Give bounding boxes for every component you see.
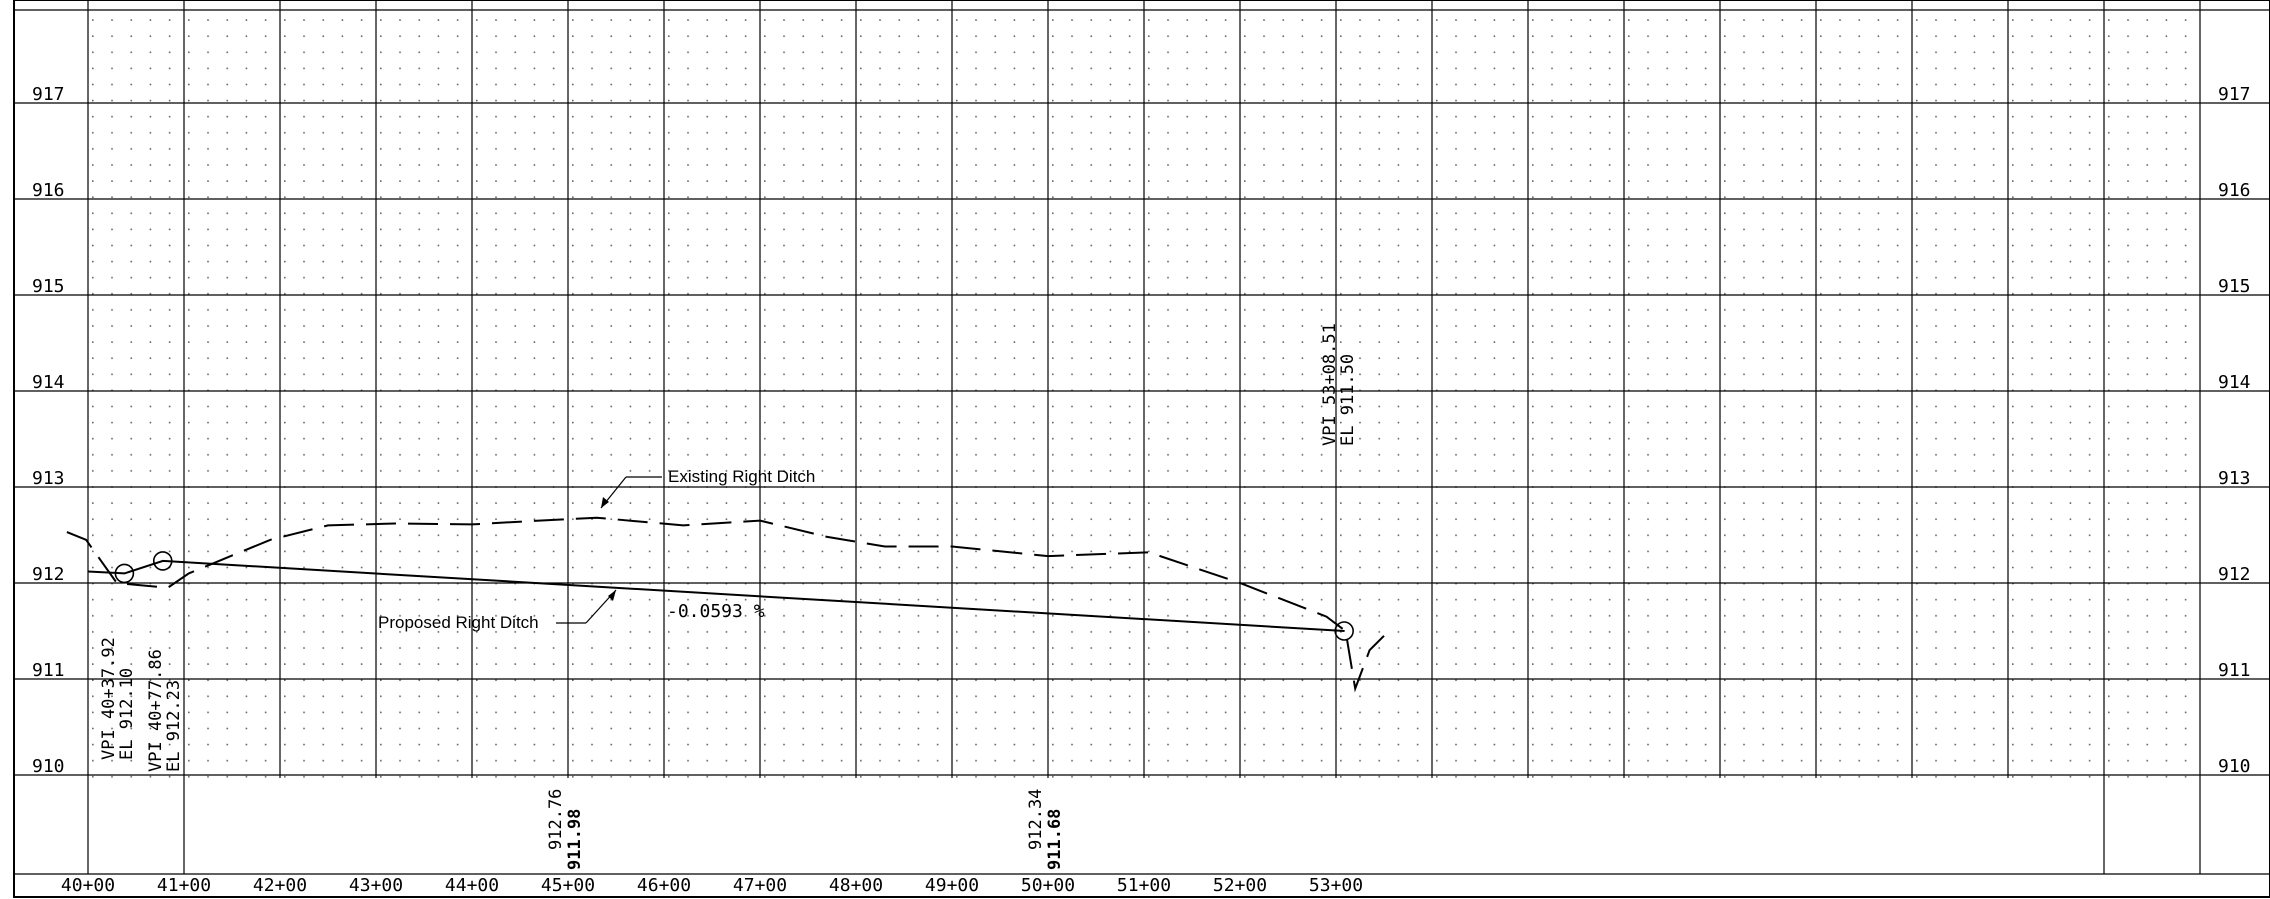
- station-labels: 40+00 41+00 42+00 43+00 44+00 45+00 46+00 47+00…: [61, 875, 1363, 896]
- bottom-proposed-elev-45: 911.98: [565, 809, 585, 870]
- elevation-label-left: 911: [32, 660, 65, 681]
- proposed-ditch-arrowhead: [608, 590, 616, 601]
- station-label: 52+00: [1213, 875, 1267, 896]
- station-label: 51+00: [1117, 875, 1171, 896]
- station-label: 49+00: [925, 875, 979, 896]
- vpi3-station-label: VPI 53+08.51: [1320, 323, 1340, 446]
- vpi2-elev-label: EL 912.23: [164, 680, 184, 772]
- station-label: 40+00: [61, 875, 115, 896]
- station-label: 44+00: [445, 875, 499, 896]
- elevation-label-left: 914: [32, 372, 65, 393]
- elevation-label-right: 911: [2218, 660, 2251, 681]
- existing-ditch-line: [66, 516, 1385, 693]
- station-label: 41+00: [157, 875, 211, 896]
- station-label: 45+00: [541, 875, 595, 896]
- station-label: 48+00: [829, 875, 883, 896]
- profile-series: [66, 516, 1385, 693]
- existing-ditch-callout: Existing Right Ditch: [600, 467, 815, 509]
- elevation-label-right: 913: [2218, 468, 2251, 489]
- elevation-label-left: 910: [32, 756, 65, 777]
- elevation-label-left: 916: [32, 180, 65, 201]
- elevation-label-left: 913: [32, 468, 65, 489]
- major-grid: [14, 0, 2270, 875]
- vpi-markers: [114, 551, 1354, 641]
- station-label: 46+00: [637, 875, 691, 896]
- elevation-label-left: 915: [32, 276, 65, 297]
- elevation-label-right: 915: [2218, 276, 2251, 297]
- existing-ditch-arrowhead: [601, 497, 609, 508]
- elevation-labels-left: 917 916 915 914 913 912 911 910: [32, 84, 65, 777]
- station-label: 47+00: [733, 875, 787, 896]
- proposed-ditch-callout: Proposed Right Ditch: [378, 589, 617, 632]
- proposed-ditch-label: Proposed Right Ditch: [378, 613, 539, 632]
- station-label: 43+00: [349, 875, 403, 896]
- vpi3-elev-label: EL 911.50: [1338, 354, 1358, 446]
- elevation-label-right: 917: [2218, 84, 2251, 105]
- proposed-ditch-line: [87, 559, 1345, 632]
- bottom-existing-elev-50: 912.34: [1026, 789, 1046, 850]
- elevation-labels-right: 917 916 915 914 913 912 911 910: [2218, 84, 2251, 777]
- elevation-label-right: 914: [2218, 372, 2251, 393]
- grade-label: -0.0593 %: [667, 601, 765, 622]
- elevation-label-right: 910: [2218, 756, 2251, 777]
- existing-ditch-label: Existing Right Ditch: [668, 467, 815, 486]
- vpi-marker: [1334, 621, 1354, 641]
- elevation-label-right: 912: [2218, 564, 2251, 585]
- vpi-marker: [152, 551, 173, 571]
- bottom-existing-elev-45: 912.76: [546, 789, 566, 850]
- vpi1-station-label: VPI 40+37.92: [99, 637, 119, 760]
- station-label: 50+00: [1021, 875, 1075, 896]
- station-label: 42+00: [253, 875, 307, 896]
- bottom-proposed-elev-50: 911.68: [1045, 809, 1065, 870]
- dot-grid: [88, 10, 2196, 778]
- vpi2-station-label: VPI 40+77.86: [146, 649, 166, 772]
- vpi-marker: [114, 563, 135, 584]
- elevation-label-left: 912: [32, 564, 65, 585]
- vpi1-elev-label: EL 912.10: [117, 668, 137, 760]
- station-label: 53+00: [1309, 875, 1363, 896]
- elevation-label-right: 916: [2218, 180, 2251, 201]
- elevation-label-left: 917: [32, 84, 65, 105]
